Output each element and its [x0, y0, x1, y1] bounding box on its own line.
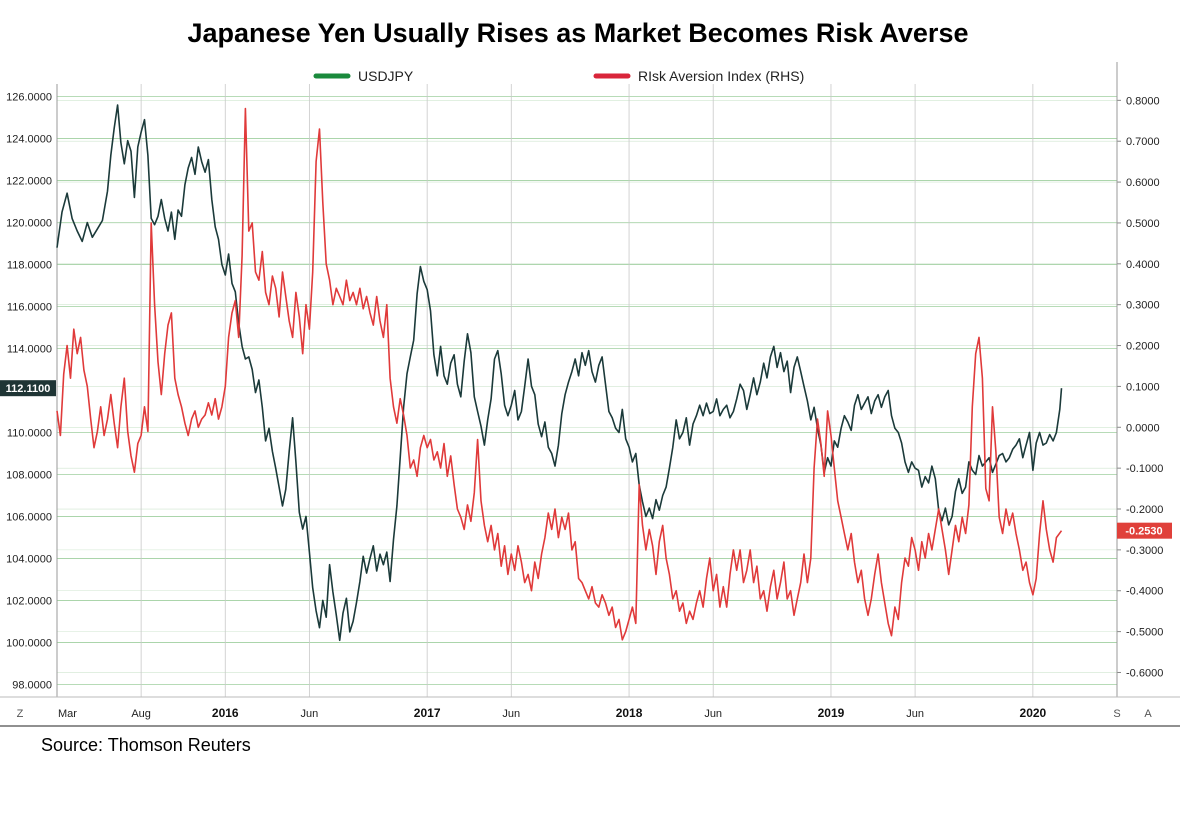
- x-tick-3: Jun: [301, 708, 319, 720]
- x-tick-0: Mar: [58, 708, 77, 720]
- y-right-tick-9: -0.1000: [1126, 463, 1163, 475]
- risk-last-value-badge: [1117, 522, 1172, 539]
- y-right-tick-10: -0.2000: [1126, 504, 1163, 516]
- x-tick-6: 2018: [616, 706, 643, 720]
- y-right-tick-0: 0.8000: [1126, 95, 1160, 107]
- series-line-risk-aversion: [56, 107, 1063, 641]
- y-left-tick-11: 102.0000: [6, 595, 52, 607]
- partial-right-label: S: [1113, 708, 1120, 720]
- y-right-tick-14: -0.6000: [1126, 667, 1163, 679]
- y-right-tick-2: 0.6000: [1126, 177, 1160, 189]
- y-right-tick-11: -0.3000: [1126, 545, 1163, 557]
- x-tick-9: Jun: [906, 708, 924, 720]
- y-left-tick-0: 126.0000: [6, 92, 52, 104]
- y-left-tick-1: 124.0000: [6, 134, 52, 146]
- series-layer: [56, 104, 1063, 642]
- y-right-tick-12: -0.4000: [1126, 586, 1163, 598]
- y-right-tick-5: 0.3000: [1126, 300, 1160, 312]
- y-left-tick-4: 118.0000: [7, 260, 52, 272]
- y-right-tick-6: 0.2000: [1126, 341, 1160, 353]
- risk-last-value-text: -0.2530: [1125, 526, 1162, 538]
- usdjpy-last-value-badge: [0, 380, 56, 397]
- x-tick-5: Jun: [502, 708, 520, 720]
- y-left-tick-9: 106.0000: [6, 511, 52, 523]
- y-left-tick-2: 122.0000: [6, 176, 52, 188]
- y-right-tick-4: 0.4000: [1126, 259, 1160, 271]
- y-left-tick-3: 120.0000: [6, 218, 52, 230]
- legend-label-0: USDJPY: [358, 68, 414, 84]
- y-left-tick-12: 100.0000: [6, 637, 52, 649]
- x-tick-7: Jun: [704, 708, 722, 720]
- legend-label-1: RIsk Aversion Index (RHS): [638, 68, 804, 84]
- y-left-tick-6: 114.0000: [7, 344, 52, 356]
- chart-title: Japanese Yen Usually Rises as Market Bec…: [187, 18, 969, 48]
- y-left-tick-7: 110.0000: [7, 427, 52, 439]
- x-tick-1: Aug: [131, 708, 151, 720]
- x-tick-8: 2019: [818, 706, 845, 720]
- corner-right-label: A: [1144, 708, 1152, 720]
- grid-layer: [56, 84, 1117, 697]
- y-left-tick-13: 98.0000: [12, 679, 52, 691]
- y-left-tick-10: 104.0000: [6, 553, 52, 565]
- legend-layer: USDJPY RIsk Aversion Index (RHS): [313, 68, 804, 84]
- y-right-tick-8: 0.0000: [1126, 422, 1160, 434]
- corner-left-label: Z: [17, 708, 24, 720]
- badge-layer: 112.1100 -0.2530: [0, 380, 1172, 539]
- series-line-usdjpy: [56, 104, 1063, 642]
- x-tick-2: 2016: [212, 706, 239, 720]
- x-tick-10: 2020: [1020, 706, 1047, 720]
- y-right-tick-7: 0.1000: [1126, 381, 1160, 393]
- y-left-tick-5: 116.0000: [7, 302, 52, 314]
- usdjpy-last-value-text: 112.1100: [6, 383, 51, 395]
- y-right-tick-1: 0.7000: [1126, 136, 1160, 148]
- y-left-tick-8: 108.0000: [6, 469, 52, 481]
- y-right-tick-13: -0.5000: [1126, 627, 1163, 639]
- axis-layer: 126.0000 124.0000 122.0000 120.0000 118.0000…: [0, 62, 1180, 727]
- y-right-tick-3: 0.5000: [1126, 218, 1160, 230]
- x-tick-4: 2017: [414, 706, 441, 720]
- source-note: Source: Thomson Reuters: [41, 735, 251, 755]
